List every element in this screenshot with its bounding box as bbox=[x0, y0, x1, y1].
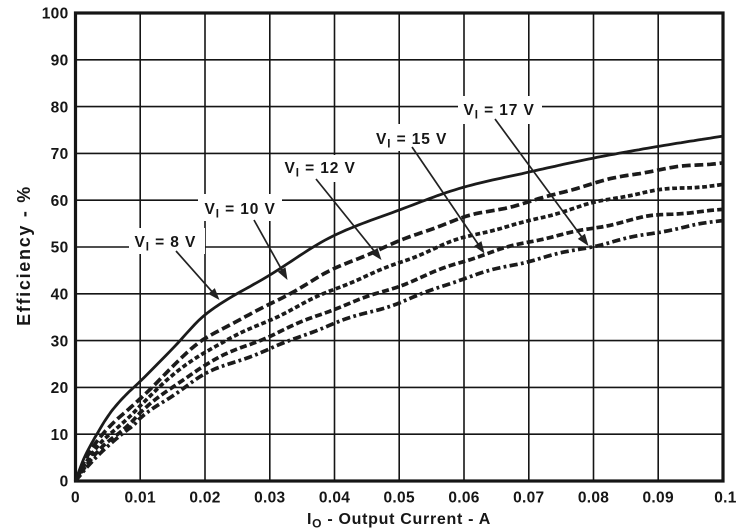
svg-text:0.1: 0.1 bbox=[714, 490, 737, 507]
svg-text:VI = 17 V: VI = 17 V bbox=[464, 102, 535, 122]
svg-text:0.06: 0.06 bbox=[448, 490, 479, 507]
svg-text:0: 0 bbox=[60, 474, 69, 491]
svg-text:10: 10 bbox=[51, 427, 69, 444]
svg-text:70: 70 bbox=[51, 146, 69, 163]
svg-text:0.02: 0.02 bbox=[189, 490, 220, 507]
svg-text:60: 60 bbox=[51, 193, 69, 210]
svg-text:0.01: 0.01 bbox=[125, 490, 156, 507]
svg-text:VI = 15 V: VI = 15 V bbox=[376, 131, 447, 151]
svg-text:VI = 12 V: VI = 12 V bbox=[285, 160, 356, 180]
svg-text:0.09: 0.09 bbox=[643, 490, 674, 507]
svg-text:80: 80 bbox=[51, 99, 69, 116]
svg-text:VI = 8 V: VI = 8 V bbox=[135, 234, 197, 254]
svg-text:0.08: 0.08 bbox=[578, 490, 609, 507]
svg-text:30: 30 bbox=[51, 333, 69, 350]
svg-text:0.04: 0.04 bbox=[319, 490, 350, 507]
svg-text:0.03: 0.03 bbox=[254, 490, 285, 507]
svg-text:VI = 10 V: VI = 10 V bbox=[205, 201, 276, 221]
svg-text:50: 50 bbox=[51, 240, 69, 257]
svg-text:0.05: 0.05 bbox=[384, 490, 415, 507]
svg-text:0.07: 0.07 bbox=[513, 490, 544, 507]
svg-text:0: 0 bbox=[71, 490, 80, 507]
svg-text:90: 90 bbox=[51, 53, 69, 70]
svg-text:20: 20 bbox=[51, 380, 69, 397]
svg-text:40: 40 bbox=[51, 287, 69, 304]
svg-text:100: 100 bbox=[42, 6, 69, 23]
svg-text:IO - Output Current - A: IO - Output Current - A bbox=[307, 511, 491, 530]
svg-text:Efficiency - %: Efficiency - % bbox=[14, 185, 34, 326]
